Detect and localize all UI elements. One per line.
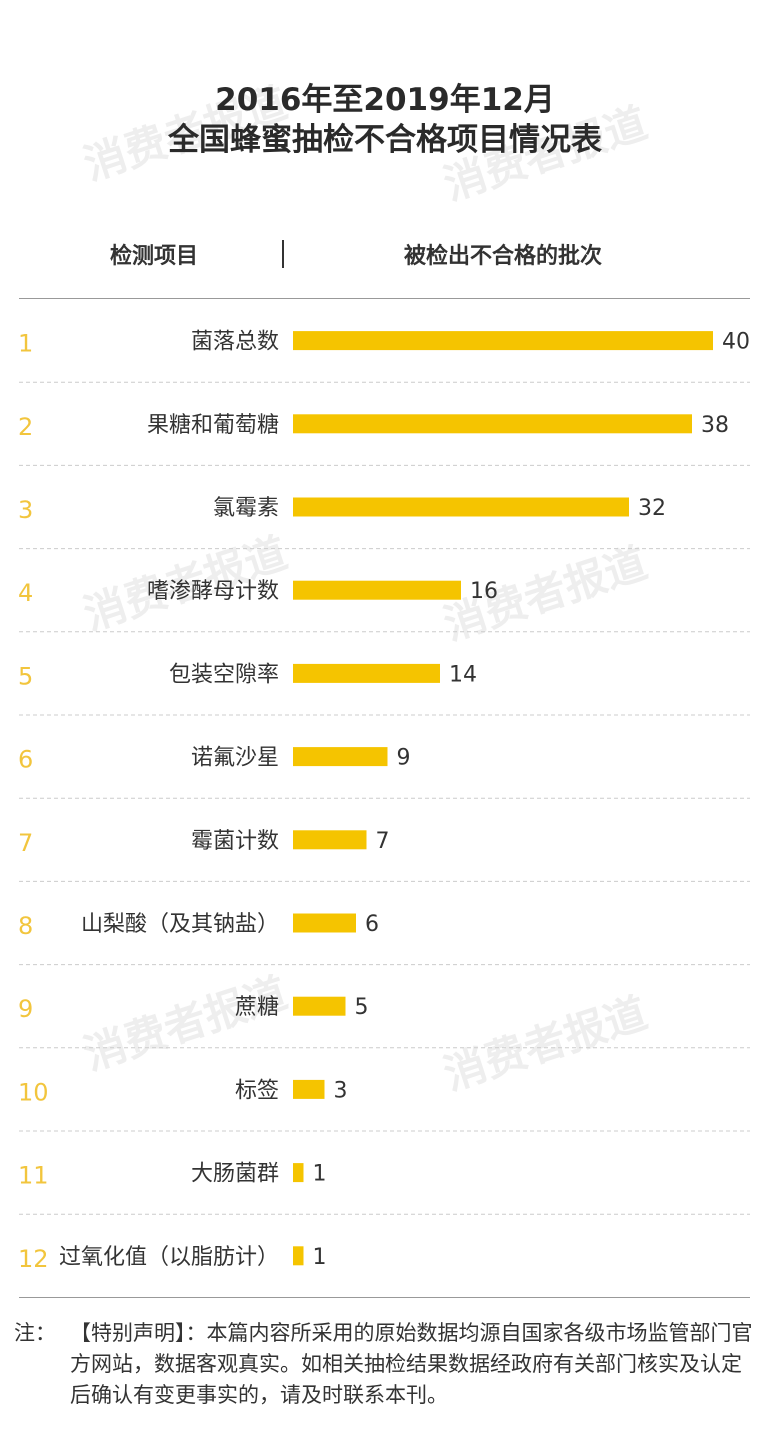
- title-line-2: 全国蜂蜜抽检不合格项目情况表: [168, 122, 602, 158]
- data-label: 1: [313, 1162, 327, 1187]
- data-label: 1: [313, 1245, 327, 1270]
- bar-row: 8 山梨酸（及其钠盐） 6: [18, 912, 750, 966]
- category-label: 嗜渗酵母计数: [147, 579, 279, 604]
- rank-number: 6: [18, 746, 33, 774]
- data-label: 6: [365, 912, 379, 937]
- rank-number: 5: [18, 662, 33, 690]
- footnote-text: 【特别声明】：本篇内容所采用的原始数据均源自国家各级市场监管部门官方网站，数据客…: [70, 1321, 753, 1407]
- rank-number: 1: [18, 330, 33, 358]
- column-header-count: 被检出不合格的批次: [404, 244, 603, 269]
- bar: [293, 747, 388, 767]
- bar-row: 7 霉菌计数 7: [18, 829, 750, 882]
- category-label: 包装空隙率: [169, 662, 279, 687]
- data-label: 32: [638, 496, 666, 521]
- bar-row: 5 包装空隙率 14: [18, 662, 750, 716]
- category-label: 标签: [235, 1078, 279, 1103]
- bar-row: 1 菌落总数 40: [18, 330, 750, 383]
- category-label: 菌落总数: [191, 330, 279, 355]
- bar: [293, 331, 713, 351]
- rank-number: 9: [18, 995, 33, 1023]
- chart-rows: 1 菌落总数 402 果糖和葡萄糖 383 氯霉素 324 嗜渗酵母计数 165 包装空隙率 146…: [18, 330, 750, 1273]
- bar-row: 6 诺氟沙星 9: [18, 746, 750, 799]
- category-label: 诺氟沙星: [191, 746, 279, 771]
- bar: [293, 1163, 304, 1183]
- bar-row: 11 大肠菌群 1: [18, 1162, 750, 1215]
- bar: [293, 913, 356, 933]
- column-header-item: 检测项目: [110, 244, 199, 269]
- bar: [293, 580, 461, 600]
- data-label: 14: [449, 662, 477, 687]
- rank-number: 4: [18, 579, 33, 607]
- rank-number: 12: [18, 1245, 49, 1273]
- footnote-label: 注：: [14, 1321, 56, 1345]
- watermark-text: 消费者报道: [78, 968, 293, 1080]
- bar: [293, 663, 440, 683]
- header-divider: [282, 240, 284, 268]
- data-label: 40: [722, 330, 750, 355]
- table-top-rule: [19, 298, 750, 299]
- title-line-1: 2016年至2019年12月: [215, 82, 555, 118]
- data-label: 16: [470, 579, 498, 604]
- data-label: 9: [397, 746, 411, 771]
- category-label: 氯霉素: [213, 496, 279, 521]
- category-label: 大肠菌群: [191, 1162, 279, 1187]
- watermark-text: 消费者报道: [438, 988, 653, 1100]
- category-label: 山梨酸（及其钠盐）: [81, 912, 279, 937]
- rank-number: 8: [18, 912, 33, 940]
- rank-number: 10: [18, 1078, 49, 1106]
- bar: [293, 497, 629, 517]
- category-label: 霉菌计数: [191, 829, 279, 854]
- bar: [293, 1246, 304, 1266]
- bar: [293, 1079, 325, 1099]
- category-label: 蔗糖: [235, 995, 279, 1020]
- bar: [293, 996, 346, 1016]
- data-label: 3: [334, 1078, 348, 1103]
- table-bottom-rule: [19, 1297, 750, 1298]
- rank-number: 7: [18, 829, 33, 857]
- data-label: 38: [701, 413, 729, 438]
- data-label: 5: [355, 995, 369, 1020]
- bar: [293, 414, 692, 434]
- data-label: 7: [376, 829, 390, 854]
- category-label: 过氧化值（以脂肪计）: [59, 1245, 279, 1270]
- bar-row: 3 氯霉素 32: [18, 496, 750, 550]
- rank-number: 3: [18, 496, 33, 524]
- rank-number: 2: [18, 413, 33, 441]
- bar: [293, 830, 367, 850]
- category-label: 果糖和葡萄糖: [147, 413, 279, 438]
- rank-number: 11: [18, 1162, 49, 1190]
- bar-row: 10 标签 3: [18, 1078, 750, 1132]
- bar-row: 2 果糖和葡萄糖 38: [18, 413, 750, 466]
- chart-title: 2016年至2019年12月 全国蜂蜜抽检不合格项目情况表: [0, 80, 770, 160]
- bar-row: 12 过氧化值（以脂肪计） 1: [18, 1245, 327, 1273]
- bar-row: 9 蔗糖 5: [18, 995, 750, 1049]
- bar-row: 4 嗜渗酵母计数 16: [18, 579, 750, 633]
